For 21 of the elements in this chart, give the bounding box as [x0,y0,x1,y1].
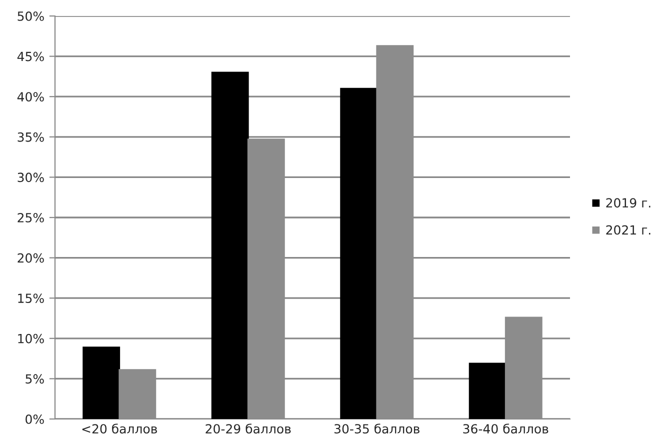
bar [82,346,120,419]
x-tick-label: <20 баллов [82,424,157,434]
y-tick-label: 40% [17,92,44,102]
x-tick-label: 30-35 баллов [334,424,420,434]
y-tick-label: 45% [17,52,44,62]
y-tick-label: 50% [18,11,44,21]
bar [340,88,378,419]
y-tick-label: 35% [18,132,44,142]
y-tick-label: 10% [18,334,44,344]
x-tick-label: 36-40 баллов [463,424,548,434]
y-tick-label: 0% [26,414,44,424]
x-tick-label: 20-29 баллов [206,424,291,434]
legend-label: 2021 г. [606,225,650,235]
y-tick-label: 5% [26,374,44,384]
legend-label: 2019 г. [606,198,650,208]
bar [468,362,506,419]
y-tick-label: 15% [18,294,44,304]
y-tick-label: 25% [18,212,44,222]
y-tick-label: 20% [18,253,44,263]
y-tick-label: 30% [18,172,44,182]
bar [211,72,249,419]
